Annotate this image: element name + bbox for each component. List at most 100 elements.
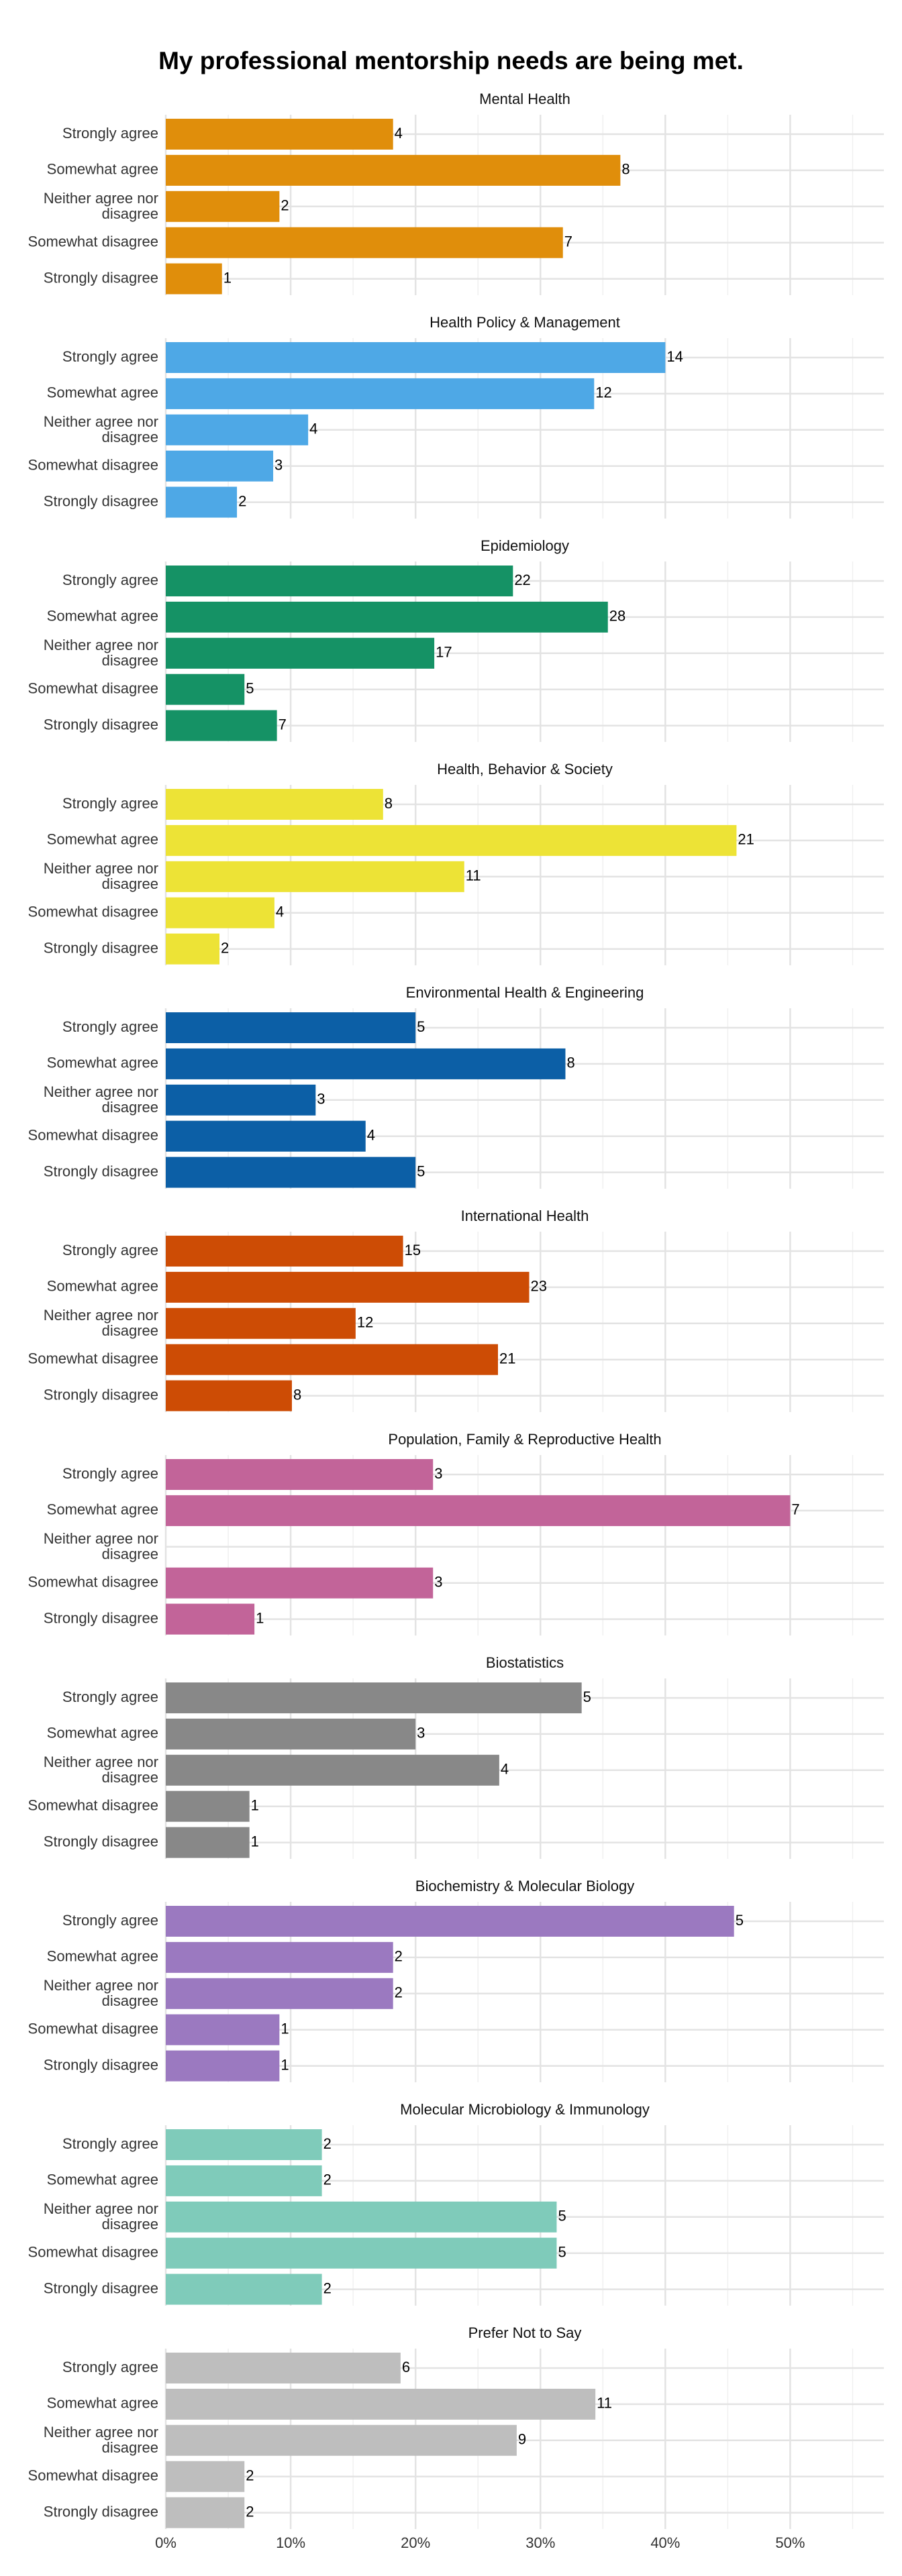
category-label: Neither agree nor disagree (44, 637, 158, 669)
bar (166, 2165, 322, 2196)
value-label: 11 (597, 2395, 612, 2412)
bar (166, 1236, 403, 1267)
category-label: Strongly disagree (44, 2279, 158, 2296)
value-label: 5 (736, 1912, 744, 1929)
bar (166, 1682, 582, 1713)
value-label: 6 (402, 2359, 410, 2375)
bar (166, 2497, 245, 2528)
bar (166, 674, 245, 705)
value-label: 9 (518, 2431, 526, 2448)
facet-title: Population, Family & Reproductive Health (388, 1431, 661, 1448)
bar (166, 566, 513, 596)
category-label: Neither agree nor disagree (44, 1977, 158, 2009)
value-label: 3 (434, 1465, 442, 1482)
category-label: Somewhat disagree (28, 2467, 158, 2484)
value-label: 2 (281, 197, 289, 214)
bar (166, 263, 222, 294)
bar (166, 378, 595, 409)
category-label: Somewhat disagree (28, 904, 158, 920)
value-label: 23 (531, 1278, 547, 1295)
bar (166, 1941, 393, 1973)
x-tick-label: 50% (775, 2534, 805, 2551)
bar (166, 789, 383, 820)
value-label: 5 (583, 1688, 591, 1705)
value-label: 2 (323, 2135, 332, 2152)
bar (166, 191, 280, 222)
value-label: 15 (405, 1242, 421, 1258)
bar (166, 486, 238, 518)
bar (166, 2461, 245, 2492)
category-label: Somewhat agree (47, 1725, 158, 1741)
value-label: 2 (221, 939, 229, 956)
category-label: Somewhat agree (47, 161, 158, 178)
category-label: Strongly disagree (44, 1609, 158, 1626)
facet-title: Biochemistry & Molecular Biology (415, 1878, 634, 1894)
value-label: 1 (251, 1797, 259, 1814)
x-tick-label: 10% (276, 2534, 305, 2551)
category-label: Somewhat agree (47, 831, 158, 848)
value-label: 7 (564, 233, 572, 250)
category-label: Somewhat agree (47, 384, 158, 401)
bar (166, 1012, 416, 1043)
value-label: 5 (417, 1163, 425, 1179)
bar (166, 2388, 596, 2420)
x-tick-label: 30% (525, 2534, 555, 2551)
value-label: 14 (666, 348, 683, 365)
bar (166, 450, 274, 482)
category-label: Somewhat agree (47, 1501, 158, 1518)
category-label: Strongly agree (62, 1912, 158, 1929)
category-label: Somewhat disagree (28, 1574, 158, 1591)
value-label: 1 (223, 269, 232, 286)
value-label: 1 (251, 1833, 259, 1849)
value-label: 5 (558, 2244, 566, 2261)
bar (166, 710, 277, 741)
value-label: 8 (566, 1055, 574, 1071)
value-label: 28 (609, 608, 625, 625)
value-label: 1 (281, 2021, 289, 2037)
category-label: Strongly disagree (44, 1163, 158, 1179)
bar (166, 1567, 434, 1599)
bar (166, 2237, 557, 2269)
category-label: Somewhat agree (47, 608, 158, 625)
value-label: 7 (279, 716, 287, 733)
x-tick-label: 0% (155, 2534, 177, 2551)
x-tick-label: 20% (401, 2534, 430, 2551)
category-label: Neither agree nor disagree (44, 1754, 158, 1786)
value-label: 21 (499, 1350, 515, 1367)
value-label: 2 (238, 492, 246, 509)
category-label: Strongly agree (62, 572, 158, 588)
value-label: 8 (621, 161, 630, 178)
value-label: 4 (501, 1761, 509, 1778)
chart-title: My professional mentorship needs are bei… (158, 47, 744, 74)
facet-title: Biostatistics (486, 1654, 564, 1671)
category-label: Neither agree nor disagree (44, 190, 158, 222)
value-label: 4 (367, 1127, 375, 1144)
category-label: Strongly disagree (44, 716, 158, 733)
category-label: Somewhat disagree (28, 680, 158, 697)
facet-title: Health Policy & Management (430, 314, 620, 331)
category-label: Strongly agree (62, 125, 158, 142)
bar (166, 1048, 566, 1079)
value-label: 8 (293, 1386, 301, 1403)
value-label: 17 (436, 644, 452, 661)
category-label: Neither agree nor disagree (44, 1083, 158, 1116)
bar (166, 1380, 292, 1411)
value-label: 2 (395, 1984, 403, 2001)
category-label: Strongly disagree (44, 1833, 158, 1849)
value-label: 1 (256, 1609, 264, 1626)
category-label: Strongly agree (62, 1465, 158, 1482)
bar (166, 1307, 356, 1339)
category-label: Somewhat agree (47, 2395, 158, 2412)
value-label: 2 (395, 1948, 403, 1965)
category-label: Strongly disagree (44, 492, 158, 509)
value-label: 1 (281, 2056, 289, 2073)
category-label: Strongly disagree (44, 2503, 158, 2520)
value-label: 7 (791, 1501, 799, 1518)
category-label: Strongly agree (62, 348, 158, 365)
value-label: 5 (558, 2208, 566, 2224)
value-label: 3 (434, 1574, 442, 1591)
value-label: 2 (323, 2279, 332, 2296)
facet-title: Prefer Not to Say (468, 2324, 582, 2341)
facet-title: Epidemiology (481, 537, 569, 554)
